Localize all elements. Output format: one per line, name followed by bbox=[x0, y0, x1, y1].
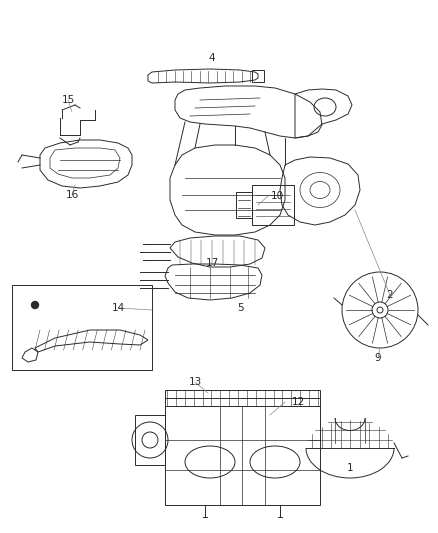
Text: 14: 14 bbox=[111, 303, 125, 313]
Text: 2: 2 bbox=[387, 290, 393, 300]
Text: 1: 1 bbox=[347, 463, 353, 473]
Bar bbox=[252, 70, 264, 82]
Circle shape bbox=[32, 302, 39, 309]
Text: 4: 4 bbox=[208, 53, 215, 63]
Text: 17: 17 bbox=[205, 258, 219, 268]
Text: 9: 9 bbox=[374, 353, 381, 363]
Bar bbox=[12, 285, 152, 370]
Text: 5: 5 bbox=[237, 303, 244, 313]
Text: 12: 12 bbox=[291, 397, 304, 407]
Bar bbox=[252, 185, 294, 225]
Text: 13: 13 bbox=[188, 377, 201, 387]
Bar bbox=[236, 192, 252, 218]
Text: 16: 16 bbox=[65, 190, 79, 200]
Bar bbox=[165, 390, 320, 505]
Text: 10: 10 bbox=[270, 191, 283, 201]
Text: 15: 15 bbox=[61, 95, 74, 105]
Bar bbox=[135, 415, 165, 465]
